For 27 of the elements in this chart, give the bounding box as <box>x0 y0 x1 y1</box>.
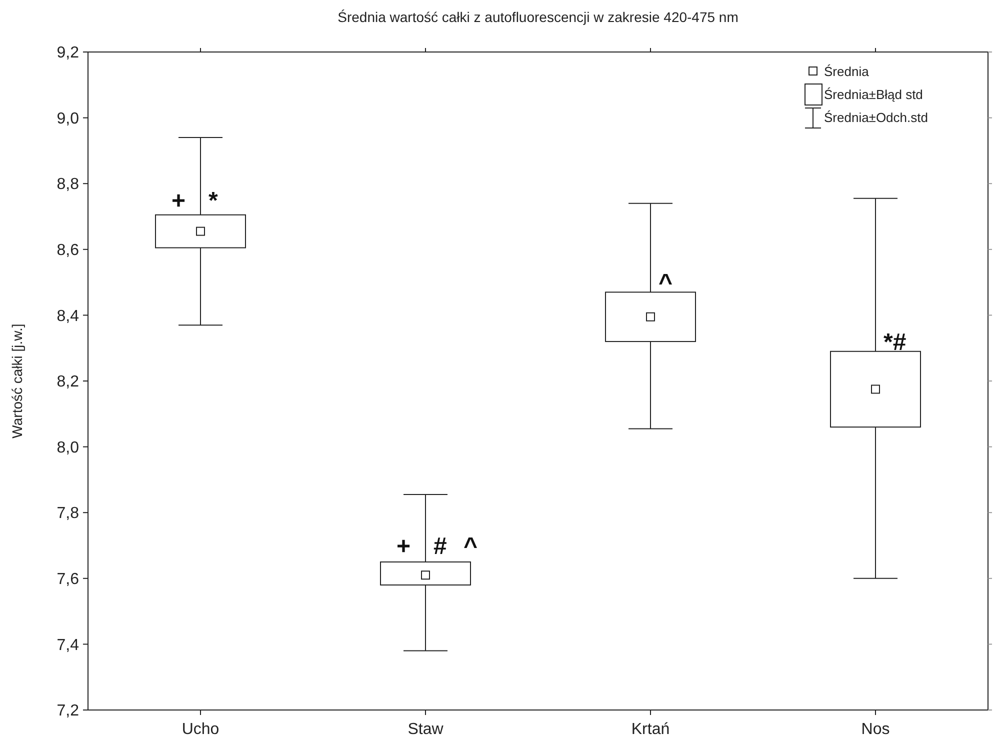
y-tick-label: 8,8 <box>56 176 80 194</box>
x-tick-label: Nos <box>861 721 890 738</box>
y-tick-label: 8,2 <box>56 374 80 391</box>
annotation: Średnia±Odch.std <box>824 110 928 125</box>
y-axis-title: Wartość całki [j.w.] <box>9 324 25 438</box>
y-tick-label: 7,6 <box>56 571 80 588</box>
annotation: ^ <box>658 270 673 297</box>
annotation: *# <box>884 328 906 356</box>
annotation: ^ <box>464 532 478 560</box>
chart-title: Średnia wartość całki z autofluorescencji w zakresie 420-475 nm <box>338 9 738 25</box>
annotation: + <box>396 532 411 560</box>
annotation: Średnia±Błąd std <box>824 87 923 102</box>
y-tick-label: 8,4 <box>56 308 80 325</box>
y-tick-label: 8,6 <box>56 242 80 259</box>
annotation: * <box>208 187 218 214</box>
y-tick-label: 7,4 <box>56 636 80 654</box>
x-tick-label: Ucho <box>182 721 220 738</box>
annotation: Średnia <box>824 64 870 79</box>
y-tick-label: 9,2 <box>56 44 80 62</box>
x-tick-label: Krtań <box>631 721 670 738</box>
x-tick-label: Staw <box>408 721 444 738</box>
y-tick-label: 9,0 <box>56 110 80 128</box>
y-tick-label: 7,2 <box>56 702 80 720</box>
annotation: # <box>434 532 447 560</box>
y-tick-label: 7,8 <box>56 505 80 522</box>
annotation: + <box>171 187 186 214</box>
y-tick-label: 8,0 <box>56 439 80 456</box>
